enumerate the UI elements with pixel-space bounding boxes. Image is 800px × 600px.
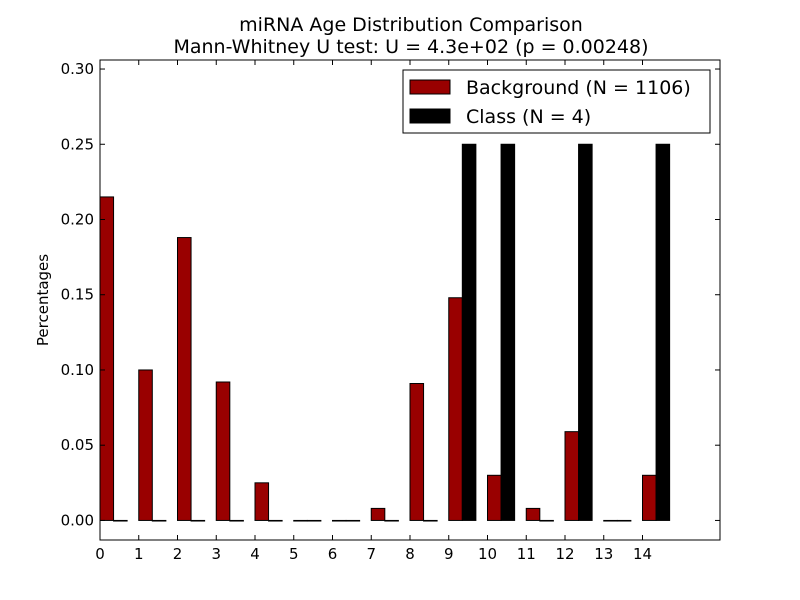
chart-subtitle: Mann-Whitney U test: U = 4.3e+02 (p = 0.… bbox=[173, 36, 648, 58]
bar-class-6 bbox=[345, 519, 361, 522]
x-tick-label-13: 13 bbox=[594, 545, 613, 563]
bar-background-11 bbox=[525, 507, 541, 521]
x-tick-label-4: 4 bbox=[250, 545, 260, 563]
bar-background-6 bbox=[332, 519, 347, 522]
bar-class-13 bbox=[616, 519, 632, 522]
chart-title: miRNA Age Distribution Comparison bbox=[239, 14, 583, 36]
legend-label-class: Class (N = 4) bbox=[466, 106, 591, 128]
bar-background-0 bbox=[99, 196, 115, 521]
legend-box bbox=[402, 69, 711, 134]
legend: Background (N = 1106) Class (N = 4) bbox=[402, 69, 711, 134]
y-tick-label-4: 0.20 bbox=[61, 210, 94, 228]
legend-swatch-background bbox=[409, 79, 451, 95]
bar-class-14 bbox=[655, 143, 671, 521]
bar-background-13 bbox=[603, 519, 618, 522]
x-tick-label-14: 14 bbox=[633, 545, 652, 563]
x-tick-label-1: 1 bbox=[134, 545, 144, 563]
bar-background-2 bbox=[177, 237, 192, 521]
bar-class-10 bbox=[500, 143, 516, 521]
x-tick-label-6: 6 bbox=[328, 545, 338, 563]
bar-class-2 bbox=[190, 519, 206, 522]
x-tick-label-10: 10 bbox=[478, 545, 497, 563]
x-tick-label-3: 3 bbox=[211, 545, 221, 563]
bar-class-7 bbox=[384, 519, 399, 522]
y-tick-label-3: 0.15 bbox=[61, 286, 94, 304]
bar-class-4 bbox=[268, 519, 283, 522]
y-tick-label-5: 0.25 bbox=[61, 135, 94, 153]
ticks-layer: 0 1 2 3 4 5 6 7 8 9 10 11 12 13 140.000.050.100.150.20… bbox=[61, 60, 720, 563]
legend-swatch-class bbox=[409, 108, 451, 124]
x-tick-label-5: 5 bbox=[289, 545, 299, 563]
bar-class-1 bbox=[151, 519, 167, 522]
bar-background-5 bbox=[293, 519, 308, 522]
y-tick-label-6: 0.30 bbox=[61, 60, 94, 78]
bar-class-12 bbox=[578, 143, 593, 521]
bar-class-3 bbox=[229, 519, 244, 522]
bar-background-3 bbox=[215, 381, 231, 521]
x-tick-label-0: 0 bbox=[95, 545, 105, 563]
y-tick-label-0: 0.00 bbox=[61, 511, 94, 529]
plot-frame bbox=[99, 59, 721, 541]
bar-background-7 bbox=[370, 507, 386, 521]
x-tick-label-11: 11 bbox=[517, 545, 536, 563]
x-tick-label-7: 7 bbox=[366, 545, 376, 563]
bar-background-1 bbox=[138, 369, 153, 521]
x-tick-label-9: 9 bbox=[444, 545, 454, 563]
y-axis-label: Percentages bbox=[34, 254, 52, 346]
legend-label-background: Background (N = 1106) bbox=[466, 77, 691, 99]
bar-class-8 bbox=[423, 519, 438, 522]
x-tick-label-8: 8 bbox=[405, 545, 415, 563]
y-tick-label-2: 0.10 bbox=[61, 361, 94, 379]
bar-background-8 bbox=[409, 383, 425, 521]
bar-background-12 bbox=[564, 431, 580, 521]
bar-background-14 bbox=[642, 474, 657, 521]
x-tick-label-2: 2 bbox=[173, 545, 183, 563]
bar-class-11 bbox=[539, 519, 554, 522]
bar-class-0 bbox=[113, 519, 128, 522]
bars-layer bbox=[99, 143, 671, 522]
bar-background-9 bbox=[448, 297, 463, 521]
bar-class-5 bbox=[306, 519, 322, 522]
x-tick-label-12: 12 bbox=[555, 545, 574, 563]
bar-class-9 bbox=[461, 143, 477, 521]
y-tick-label-1: 0.05 bbox=[61, 436, 94, 454]
bar-background-10 bbox=[487, 474, 502, 521]
bar-background-4 bbox=[254, 482, 270, 521]
